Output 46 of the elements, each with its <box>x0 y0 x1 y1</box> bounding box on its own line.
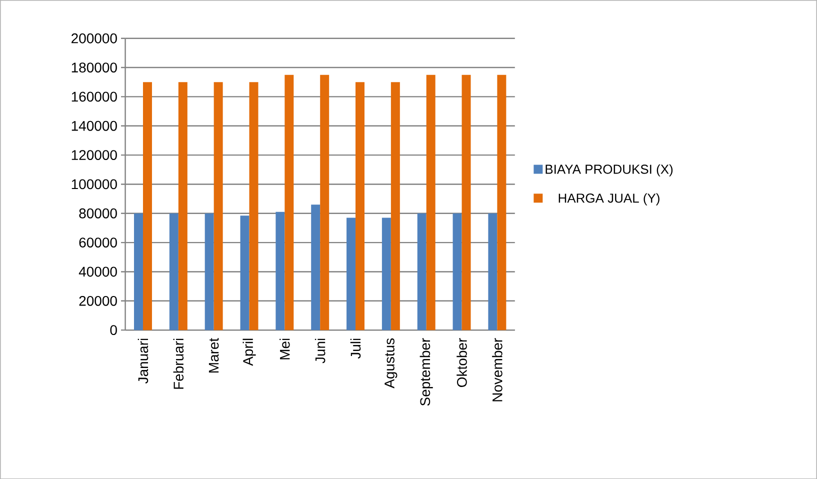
y-tick-label: 160000 <box>72 92 117 102</box>
y-tick-label: 100000 <box>72 179 117 190</box>
bar <box>390 82 400 330</box>
y-tick-label: 120000 <box>72 150 117 160</box>
bar <box>382 218 391 330</box>
x-tick-label: Oktober <box>456 338 467 387</box>
x-tick-label: Juni <box>314 338 326 364</box>
bar <box>346 218 356 330</box>
y-tick-label: 20000 <box>79 296 117 306</box>
bar <box>134 213 143 330</box>
x-tick-label: Januari <box>138 338 148 384</box>
x-tick-label: September <box>420 338 433 406</box>
bar <box>178 82 188 330</box>
bar <box>276 212 285 330</box>
y-tick-label: 80000 <box>79 208 117 218</box>
bar <box>320 74 330 330</box>
y-tick-label: 140000 <box>72 120 117 131</box>
bar <box>284 74 294 330</box>
x-tick-label: Juli <box>350 338 361 358</box>
bar <box>311 204 320 330</box>
bar <box>452 213 462 330</box>
bar <box>142 82 152 330</box>
bar <box>426 74 436 330</box>
bar <box>204 213 214 330</box>
x-tick-label: Mei <box>280 338 290 360</box>
y-tick-label: 60000 <box>79 237 117 248</box>
y-tick-label: 200000 <box>72 33 117 44</box>
legend-label: HARGA JUAL (Y) <box>558 193 660 206</box>
x-tick-label: Maret <box>208 338 219 372</box>
legend-label: BIAYA PRODUKSI (X) <box>546 164 673 176</box>
y-tick-label: 0 <box>110 324 117 335</box>
x-tick-label: Agustus <box>384 338 398 388</box>
x-tick-label: November <box>492 338 502 402</box>
bar <box>417 213 426 330</box>
y-tick-label: 180000 <box>72 62 117 72</box>
bar <box>214 82 223 330</box>
bar <box>356 82 364 330</box>
bar <box>488 213 498 330</box>
bar <box>249 82 258 330</box>
y-tick-label: 40000 <box>78 266 117 277</box>
bar <box>462 74 471 330</box>
bar <box>169 213 178 330</box>
bar <box>240 215 250 330</box>
x-tick-label: Februari <box>173 338 184 389</box>
x-tick-label: April <box>242 338 256 366</box>
bar <box>497 74 506 330</box>
